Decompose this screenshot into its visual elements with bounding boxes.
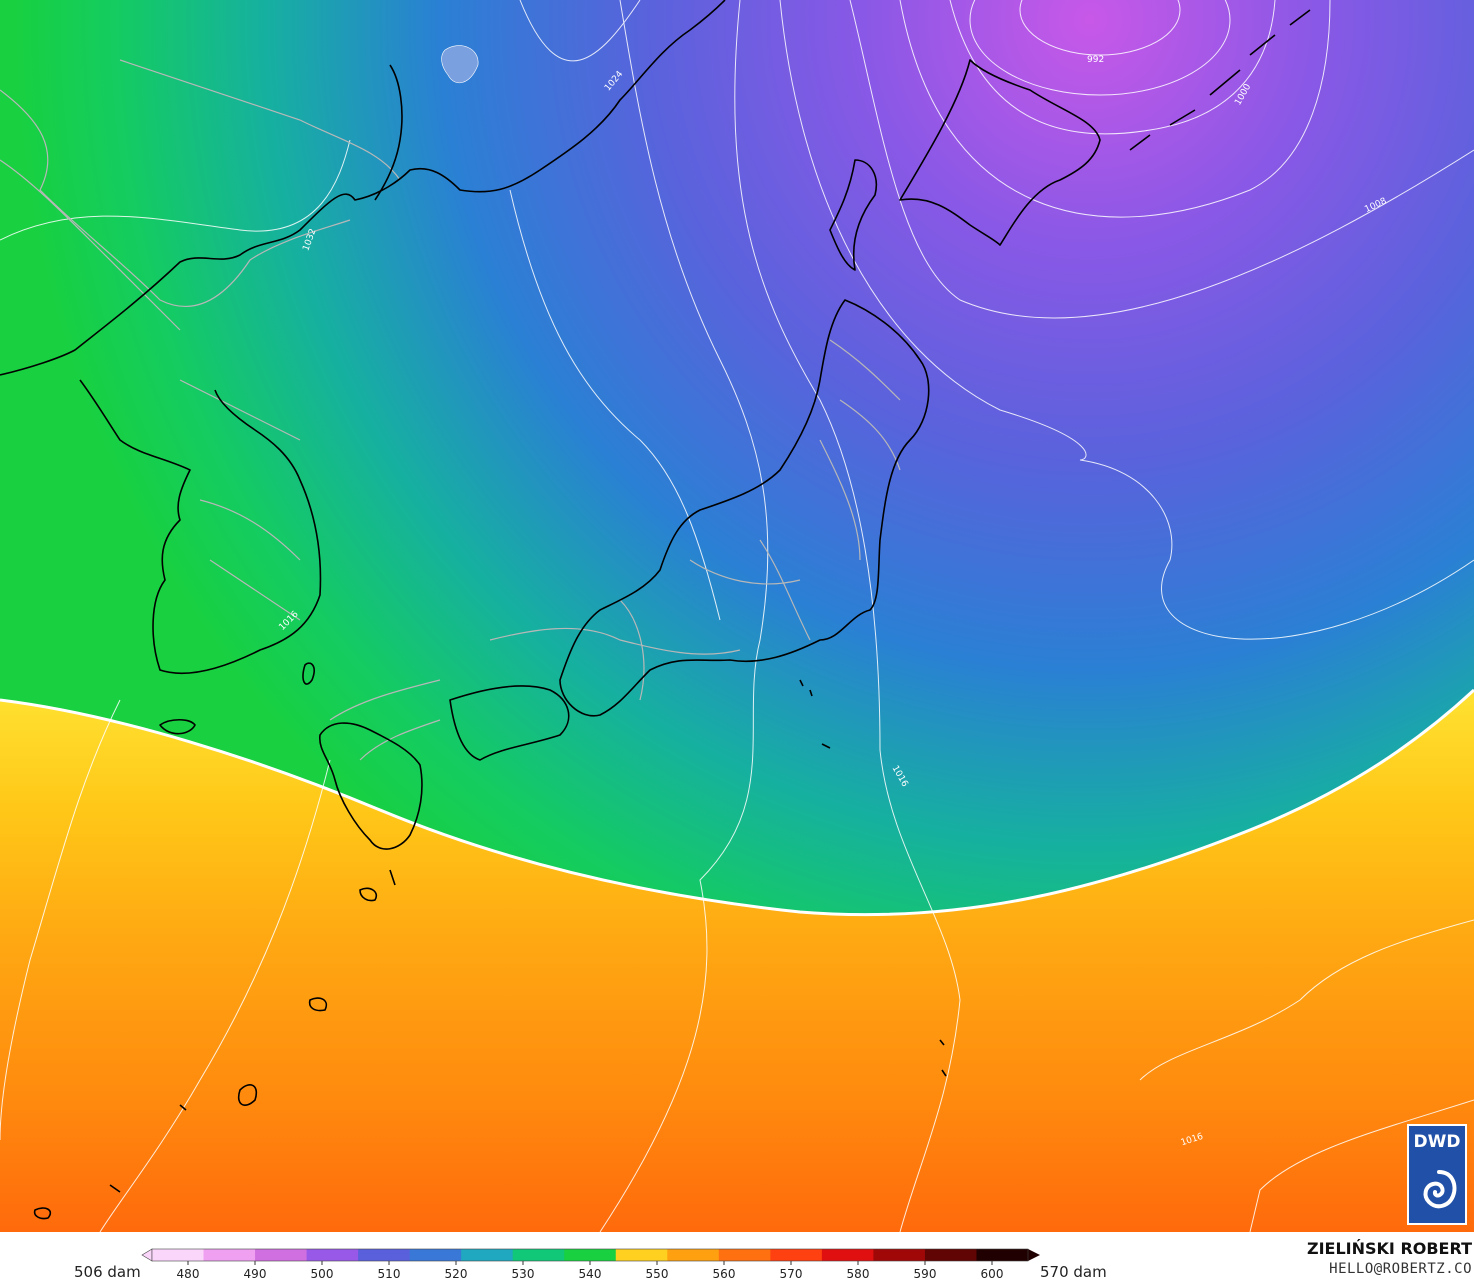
credit-email: HELLO@ROBERTZ.CO <box>1329 1261 1472 1277</box>
isobar-east-warm <box>1139 919 1474 1081</box>
colorbar-cell <box>564 1249 617 1261</box>
isobar-1012 <box>779 0 1474 640</box>
isobar-1000 <box>949 0 1276 135</box>
shikoku-coast <box>449 685 570 761</box>
isobar-1004 <box>899 0 1331 218</box>
colorbar-tick-label: 570 <box>780 1267 803 1281</box>
colorbar-tick-label: 550 <box>646 1267 669 1281</box>
colorbar-cells <box>141 1248 1040 1262</box>
colorbar: 480 490 500 510 520 530 540 550 560 570 580 590 600 <box>141 1248 1040 1281</box>
tsushima-island <box>302 662 315 685</box>
isobar-label-992: 992 <box>1087 55 1104 65</box>
isobar-996 <box>969 0 1231 96</box>
lake-khanka <box>441 45 479 84</box>
isobar-1016-mid <box>734 0 961 1232</box>
colorbar-tick-label: 540 <box>579 1267 602 1281</box>
colorbar-right-arrow <box>1028 1249 1040 1261</box>
colorbar-cell <box>615 1249 668 1261</box>
colorbar-right-label: 570 dam <box>1040 1263 1107 1281</box>
colorbar-tick-label: 500 <box>311 1267 334 1281</box>
colorbar-tick-label: 590 <box>914 1267 937 1281</box>
colorbar-cell <box>358 1249 411 1261</box>
colorbar-tick-label: 530 <box>512 1267 535 1281</box>
colorbar-cell <box>255 1249 308 1261</box>
isobars <box>0 0 1474 1232</box>
honshu-coast <box>559 299 930 717</box>
colorbar-cell <box>461 1249 514 1261</box>
colorbar-tick-label: 560 <box>713 1267 736 1281</box>
colorbar-tick-label: 510 <box>378 1267 401 1281</box>
colorbar-ticks: 480 490 500 510 520 530 540 550 560 570 580 590 600 <box>177 1261 1004 1281</box>
weather-map: 992 1000 1008 1016 1016 1024 1032 1016 <box>0 0 1474 1232</box>
isobar-992 <box>1019 0 1181 56</box>
colorbar-tick-label: 520 <box>445 1267 468 1281</box>
swirl-icon <box>1423 1170 1457 1209</box>
colorbar-cell <box>770 1249 823 1261</box>
colorbar-cell <box>873 1249 926 1261</box>
isobar-1020 <box>599 0 769 1232</box>
korea-coast <box>79 379 322 674</box>
contour-552-line <box>0 688 1474 917</box>
colorbar-cell <box>306 1249 359 1261</box>
colorbar-left-label: 506 dam <box>74 1263 141 1281</box>
colorbar-cell <box>512 1249 565 1261</box>
kuril-islands <box>1129 9 1311 151</box>
dwd-logo-text: DWD <box>1413 1132 1461 1152</box>
hokkaido-coast <box>899 59 1101 246</box>
isobar-west-1 <box>0 699 121 1141</box>
credit-name: ZIELIŃSKI ROBERT <box>1306 1239 1472 1258</box>
sakhalin-coast <box>829 159 877 271</box>
jeju-island <box>159 718 196 735</box>
coastlines <box>0 0 1311 1220</box>
colorbar-tick-label: 600 <box>981 1267 1004 1281</box>
colorbar-cell <box>821 1249 874 1261</box>
isobar-1008 <box>849 0 1474 319</box>
asia-coast <box>0 0 726 376</box>
colorbar-tick-label: 580 <box>847 1267 870 1281</box>
colorbar-cell <box>409 1249 462 1261</box>
colorbar-cell <box>976 1249 1029 1261</box>
dwd-logo: DWD <box>1407 1124 1467 1225</box>
kyushu-coast <box>319 722 423 850</box>
colorbar-cell <box>924 1249 977 1261</box>
ryukyu-islands <box>33 869 396 1220</box>
asia-coast-north <box>374 64 403 201</box>
isobar-1024 <box>509 0 721 621</box>
political-borders <box>0 59 901 761</box>
colorbar-cell <box>718 1249 771 1261</box>
izu-islands <box>799 679 947 1077</box>
colorbar-left-arrow <box>141 1248 153 1262</box>
isobar-west-2 <box>99 759 331 1232</box>
colorbar-cell <box>152 1249 205 1261</box>
isobar-1016-east <box>1249 1099 1474 1232</box>
colorbar-cell <box>203 1249 256 1261</box>
colorbar-tick-label: 480 <box>177 1267 200 1281</box>
warm-field <box>0 690 1474 1232</box>
colorbar-cell <box>667 1249 720 1261</box>
colorbar-tick-label: 490 <box>244 1267 267 1281</box>
